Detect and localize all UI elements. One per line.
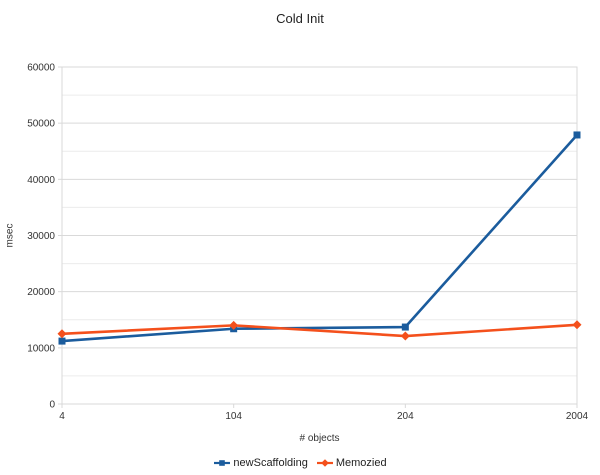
series-line-newScaffolding: [60, 133, 579, 343]
legend: newScaffolding Memozied: [0, 457, 600, 469]
data-point-newScaffolding: [401, 323, 409, 331]
legend-label-newscaffolding: newScaffolding: [233, 457, 308, 469]
y-tick-label: 30000: [27, 231, 55, 242]
legend-marker-square-icon: [214, 460, 231, 466]
x-axis-title: # objects: [299, 433, 340, 444]
series-line-Memozied: [60, 323, 579, 338]
data-point-Memozied: [57, 329, 67, 339]
y-tick-label: 0: [49, 400, 55, 411]
data-point-Memozied: [572, 320, 582, 330]
legend-item-memozied: Memozied: [316, 457, 387, 469]
legend-marker-diamond-icon: [316, 459, 333, 467]
y-tick-label: 20000: [27, 287, 55, 298]
y-tick-label: 40000: [27, 175, 55, 186]
legend-marker-shape: [219, 460, 226, 466]
x-tick-label: 4: [59, 411, 65, 422]
legend-label-memozied: Memozied: [335, 457, 387, 469]
data-point-Memozied: [400, 331, 410, 341]
legend-item-newscaffolding: newScaffolding: [213, 457, 308, 469]
x-tick-label: 204: [397, 411, 414, 422]
legend-marker-shape: [321, 459, 329, 467]
data-point-newScaffolding: [573, 131, 581, 139]
x-tick-label: 2004: [566, 411, 589, 422]
chart-title: Cold Init: [276, 11, 324, 26]
y-tick-label: 10000: [27, 343, 55, 354]
data-point-Memozied: [229, 320, 239, 330]
data-point-newScaffolding: [58, 337, 66, 345]
y-tick-label: 50000: [27, 119, 55, 130]
y-tick-label: 60000: [27, 63, 55, 74]
x-tick-label: 104: [225, 411, 242, 422]
